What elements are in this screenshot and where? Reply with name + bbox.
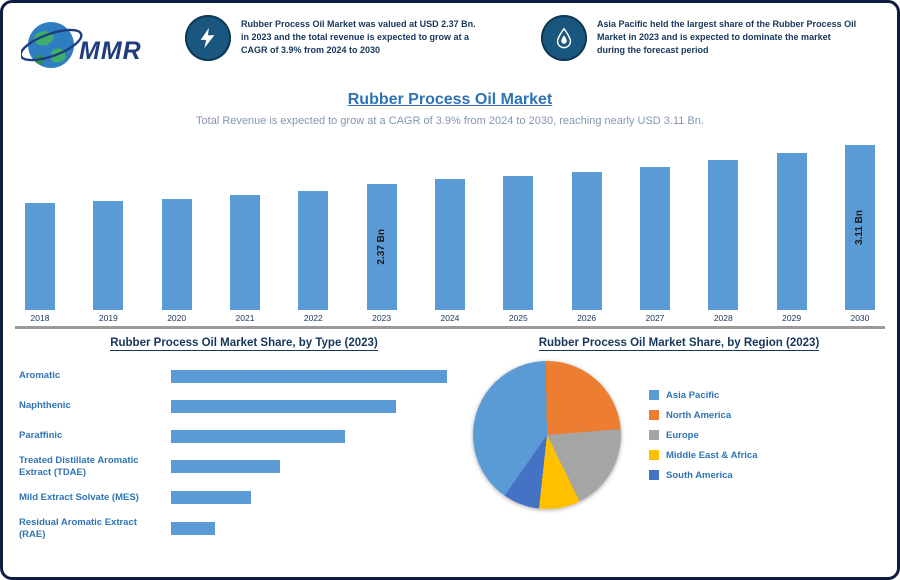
page-subtitle: Total Revenue is expected to grow at a C… (196, 115, 704, 127)
bar-column: 2.37 Bn 2023 (365, 184, 399, 323)
revenue-bar (93, 201, 124, 310)
year-label: 2022 (303, 313, 323, 323)
revenue-bar (776, 153, 807, 310)
legend-item: North America (649, 410, 758, 421)
oil-drop-icon (541, 15, 587, 61)
year-label: 2027 (645, 313, 665, 323)
bar-column: 2027 (638, 167, 672, 323)
type-share-section: Rubber Process Oil Market Share, by Type… (19, 337, 469, 549)
divider-line (15, 326, 885, 329)
legend-item: Middle East & Africa (649, 450, 758, 461)
type-row: Paraffinic (19, 425, 469, 447)
revenue-bar (298, 191, 329, 310)
revenue-bar (25, 203, 55, 310)
revenue-bar (161, 199, 192, 310)
type-chart-title-text: Rubber Process Oil Market Share, by Type… (110, 337, 378, 351)
type-label: Residual Aromatic Extract (RAE) (19, 516, 137, 540)
year-label: 2028 (713, 313, 733, 323)
type-row: Naphthenic (19, 395, 469, 417)
region-share-section: Rubber Process Oil Market Share, by Regi… (473, 337, 885, 509)
legend-item: Asia Pacific (649, 390, 758, 401)
legend-swatch (649, 390, 659, 400)
year-label: 2026 (577, 313, 597, 323)
type-label: Aromatic (19, 370, 61, 382)
type-bar (171, 369, 447, 383)
annual-bar-chart: 2018 2019 2020 2021 2022 2.37 Bn 2023 2024 2025 2… (23, 139, 877, 323)
revenue-bar: 3.11 Bn (844, 145, 875, 310)
header: MMR Rubber Process Oil Market was valued… (21, 15, 879, 89)
bar-column: 2021 (228, 195, 262, 323)
region-pie-chart: Asia Pacific North America Europe Middle Ea… (473, 361, 885, 509)
year-label: 2024 (440, 313, 460, 323)
type-chart-title: Rubber Process Oil Market Share, by Type… (19, 337, 469, 351)
legend-swatch (649, 470, 659, 480)
legend-item: Europe (649, 430, 758, 441)
mmr-logo: MMR (21, 15, 173, 77)
type-label: Mild Extract Solvate (MES) (19, 491, 139, 503)
legend-swatch (649, 410, 659, 420)
year-label: 2029 (782, 313, 802, 323)
bar-column: 2018 (23, 203, 57, 323)
revenue-bar: 2.37 Bn (366, 184, 397, 310)
legend-label: South America (666, 469, 733, 481)
region-chart-title-text: Rubber Process Oil Market Share, by Regi… (538, 337, 820, 351)
type-bar (171, 491, 251, 505)
region-legend: Asia Pacific North America Europe Middle Ea… (649, 381, 758, 490)
legend-item: South America (649, 470, 758, 481)
type-row: Aromatic (19, 365, 469, 387)
bar-column: 2019 (91, 201, 125, 323)
bar-column: 2026 (570, 172, 604, 323)
type-label: Treated Distillate Aromatic Extract (TDA… (19, 455, 139, 478)
revenue-bar (639, 167, 670, 310)
region-pie (473, 361, 621, 509)
stat-highlight-1: Rubber Process Oil Market was valued at … (185, 15, 485, 61)
year-label: 2020 (167, 313, 187, 323)
type-bar (171, 399, 396, 413)
logo-text: MMR (79, 36, 142, 65)
stat-highlight-2: Asia Pacific held the largest share of t… (541, 15, 861, 61)
type-row: Mild Extract Solvate (MES) (19, 487, 469, 509)
legend-label: Europe (666, 429, 699, 441)
revenue-bar (571, 172, 602, 310)
legend-swatch (649, 450, 659, 460)
stat-text-1: Rubber Process Oil Market was valued at … (241, 19, 476, 56)
year-label: 2018 (30, 313, 50, 323)
legend-label: North America (666, 409, 732, 421)
revenue-bar (434, 179, 465, 310)
type-bar-chart: Aromatic Naphthenic Paraffinic Treated Dist… (19, 365, 469, 541)
region-chart-title: Rubber Process Oil Market Share, by Regi… (473, 337, 885, 351)
type-label: Naphthenic (19, 400, 71, 412)
bar-column: 3.11 Bn 2030 (843, 145, 877, 323)
type-label: Paraffinic (19, 430, 63, 442)
type-row: Residual Aromatic Extract (RAE) (19, 517, 469, 541)
bar-value-label: 2.37 Bn (376, 229, 388, 265)
type-bar (171, 460, 280, 474)
page-title: Rubber Process Oil Market (347, 91, 553, 108)
lightning-icon (185, 15, 231, 61)
revenue-bar (708, 160, 739, 310)
globe-icon (21, 22, 83, 68)
legend-label: Asia Pacific (666, 389, 720, 401)
year-label: 2030 (850, 313, 870, 323)
bar-value-label: 3.11 Bn (854, 209, 866, 246)
bar-column: 2028 (706, 160, 740, 323)
type-bar (171, 522, 215, 536)
bar-column: 2029 (775, 153, 809, 323)
bar-column: 2020 (160, 199, 194, 323)
bar-column: 2024 (433, 179, 467, 323)
legend-label: Middle East & Africa (666, 449, 758, 461)
revenue-bar (503, 176, 534, 310)
year-label: 2021 (235, 313, 255, 323)
type-bar (171, 429, 345, 443)
year-label: 2019 (98, 313, 118, 323)
bar-column: 2025 (501, 176, 535, 323)
type-row: Treated Distillate Aromatic Extract (TDA… (19, 455, 469, 479)
bar-column: 2022 (296, 191, 330, 323)
revenue-bar (229, 195, 260, 310)
legend-swatch (649, 430, 659, 440)
stat-text-2: Asia Pacific held the largest share of t… (597, 19, 857, 56)
year-label: 2025 (508, 313, 528, 323)
year-label: 2023 (372, 313, 392, 323)
